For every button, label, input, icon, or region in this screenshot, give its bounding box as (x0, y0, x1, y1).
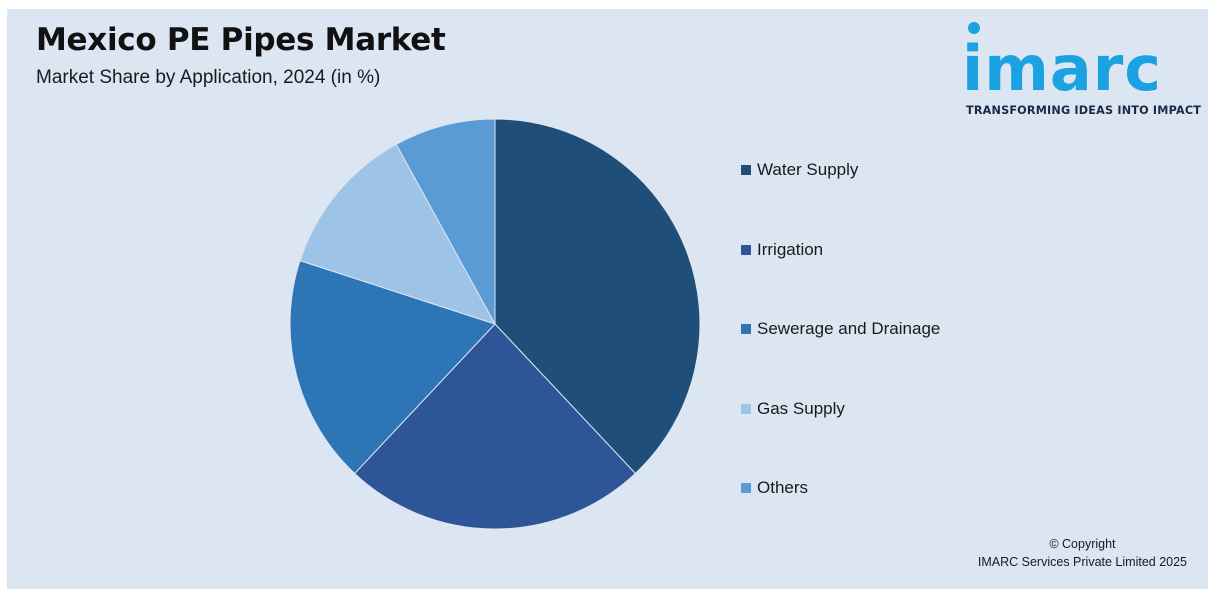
pie-slice-water-supply (494, 118, 701, 475)
logo-wordmark: imarc (962, 32, 1163, 105)
copyright-notice: © Copyright IMARC Services Private Limit… (978, 535, 1187, 571)
legend-swatch (741, 403, 751, 414)
pie-slice-sewerage-and-drainage (289, 260, 496, 475)
logo-dot (968, 22, 980, 34)
pie-slice-others (395, 118, 496, 325)
legend-label: Water Supply (757, 160, 859, 179)
copyright-line-2: IMARC Services Private Limited 2025 (977, 555, 1187, 569)
imarc-logo: imarc TRANSFORMING IDEAS INTO IMPACT (962, 20, 1201, 120)
legend-label: Others (757, 478, 809, 497)
chart-subtitle: Market Share by Application, 2024 (in %) (36, 67, 381, 88)
legend-label: Sewerage and Drainage (757, 319, 941, 338)
legend-label: Gas Supply (757, 398, 845, 418)
legend-swatch (741, 165, 751, 175)
pie-slice-irrigation (353, 323, 637, 530)
pie-slice-gas-supply (299, 143, 497, 325)
copyright-line-1: © Copyright (1049, 537, 1116, 551)
logo-tagline: TRANSFORMING IDEAS INTO IMPACT (966, 104, 1202, 117)
legend-label: Irrigation (757, 239, 824, 259)
legend-swatch (741, 483, 751, 493)
chart-title: Mexico PE Pipes Market (36, 22, 446, 58)
legend-swatch (741, 324, 751, 334)
legend-swatch (741, 244, 751, 255)
